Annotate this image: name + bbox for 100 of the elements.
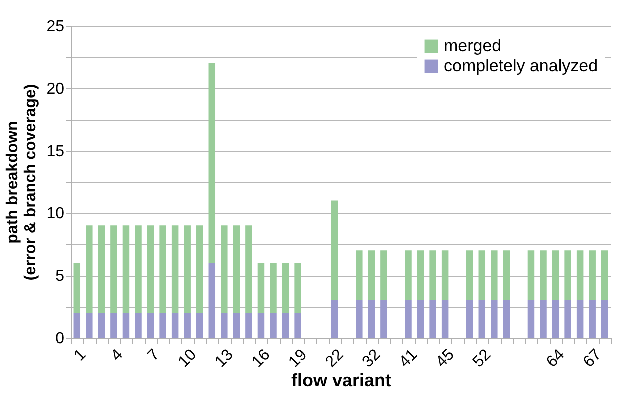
bar: [86, 313, 93, 338]
y-tick-label: 0: [56, 330, 65, 348]
bar: [196, 226, 204, 314]
bar: [576, 300, 584, 338]
bar: [270, 263, 277, 314]
bar: [528, 300, 535, 338]
bar: [589, 250, 596, 301]
x-tick-label: 10: [176, 346, 200, 372]
bar: [86, 226, 93, 314]
bar: [208, 63, 216, 264]
y-tick-label: 15: [46, 143, 65, 160]
bar: [160, 226, 166, 314]
bar: [221, 226, 228, 314]
bar: [208, 263, 216, 338]
y-tick-label: 20: [46, 80, 65, 98]
bar: [601, 250, 608, 301]
bar: [294, 313, 302, 338]
y-axis-title: path breakdown (error & branch coverage): [4, 84, 40, 281]
bar: [135, 313, 142, 338]
bar: [368, 250, 376, 301]
bar: [466, 300, 474, 338]
bar: [576, 250, 584, 301]
bar: [491, 250, 498, 301]
bar: [331, 200, 338, 301]
x-tick-label: 19: [286, 346, 311, 372]
bar: [442, 250, 449, 301]
bar: [552, 250, 560, 301]
bar: [221, 313, 228, 338]
x-tick-label: 32: [360, 346, 384, 372]
bar: [503, 300, 510, 338]
bar: [258, 313, 265, 338]
bar: [442, 300, 449, 338]
bar: [405, 250, 412, 301]
x-tick-label: 41: [396, 346, 422, 372]
bar: [405, 300, 412, 338]
y-tick-label: 10: [46, 206, 65, 223]
x-tick-label: 16: [249, 346, 274, 372]
bar: [552, 300, 560, 338]
bar: [135, 226, 142, 314]
x-tick-label: 1: [71, 346, 90, 365]
legend-label: merged: [444, 36, 502, 56]
x-tick-label: 7: [144, 346, 164, 365]
bar: [601, 300, 608, 338]
bar: [368, 300, 376, 338]
bar: [172, 313, 179, 338]
bar: [540, 300, 547, 338]
bar: [466, 250, 474, 301]
x-tick-label: 13: [212, 346, 237, 372]
bar: [172, 226, 179, 314]
x-tick-label: 4: [108, 346, 127, 365]
bar: [417, 250, 424, 301]
bar: [540, 250, 547, 301]
legend-label: completely analyzed: [444, 56, 598, 76]
x-axis-title: flow variant: [291, 370, 392, 390]
bar: [110, 226, 118, 314]
bar: [356, 250, 363, 301]
bar: [246, 313, 252, 338]
x-tick-label: 67: [580, 346, 606, 372]
bar: [233, 313, 240, 338]
x-tick-label: 64: [544, 346, 568, 372]
bar: [564, 300, 572, 338]
x-tick-label: 52: [470, 346, 495, 372]
bar: [380, 300, 388, 338]
bar: [98, 313, 106, 338]
bar: [589, 300, 596, 338]
bar: [147, 226, 154, 314]
bar: [282, 263, 290, 314]
bar: [380, 250, 388, 301]
bar: [74, 313, 81, 338]
bar: [258, 263, 265, 314]
bar: [184, 313, 191, 338]
bar: [491, 300, 498, 338]
bar: [98, 226, 106, 314]
bar: [430, 250, 436, 301]
bar: [417, 300, 424, 338]
bar: [503, 250, 510, 301]
bar: [294, 263, 302, 314]
bar: [282, 313, 290, 338]
bar: [356, 300, 363, 338]
bar: [74, 263, 81, 314]
y-tick-label: 5: [56, 268, 65, 286]
bar: [478, 250, 486, 301]
bar: [184, 226, 191, 314]
bar: [270, 313, 277, 338]
bar: [331, 300, 338, 338]
bar: [110, 313, 118, 338]
bar: [430, 300, 436, 338]
bar: [160, 313, 166, 338]
bar: [122, 313, 130, 338]
x-tick-label: 45: [433, 346, 458, 372]
x-tick-label: 22: [322, 346, 348, 372]
y-tick-label: 25: [46, 18, 65, 36]
bar: [233, 226, 240, 314]
bar: [246, 226, 252, 314]
bar: [196, 313, 204, 338]
bar: [564, 250, 572, 301]
bar: [478, 300, 486, 338]
bar: [528, 250, 535, 301]
bar: [122, 226, 130, 314]
bar: [147, 313, 154, 338]
